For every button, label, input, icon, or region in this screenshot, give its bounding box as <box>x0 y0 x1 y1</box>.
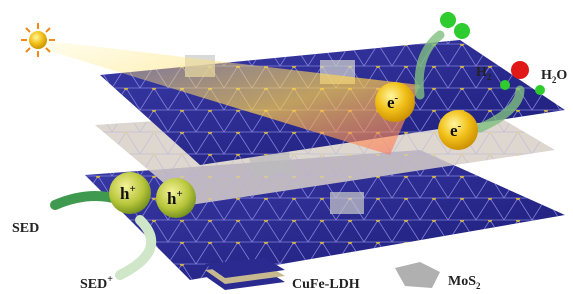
text: + <box>107 274 113 285</box>
text: MoS <box>448 274 476 289</box>
text: + <box>176 188 182 200</box>
text: SED <box>80 277 107 292</box>
sed-label: SED <box>12 221 39 236</box>
h2o-label: H2O <box>541 68 567 85</box>
text: O <box>556 68 567 83</box>
legend-mos2-icon <box>395 262 440 288</box>
text: H <box>541 68 552 83</box>
legend-ldh-label: CuFe-LDH <box>292 277 360 292</box>
text: H <box>476 65 487 80</box>
text: - <box>395 92 399 104</box>
h2-molecule <box>440 12 470 39</box>
sed-plus-label: SED+ <box>80 274 113 292</box>
text: 2 <box>487 72 492 82</box>
text: - <box>458 120 462 132</box>
text: + <box>129 183 135 195</box>
text: 2 <box>476 281 481 291</box>
legend-mos2-label: MoS2 <box>448 274 481 291</box>
diagram: e- e- h+ h+ H2 H2O SED SED+ CuFe-LDH MoS… <box>0 0 573 294</box>
sun <box>21 23 55 57</box>
